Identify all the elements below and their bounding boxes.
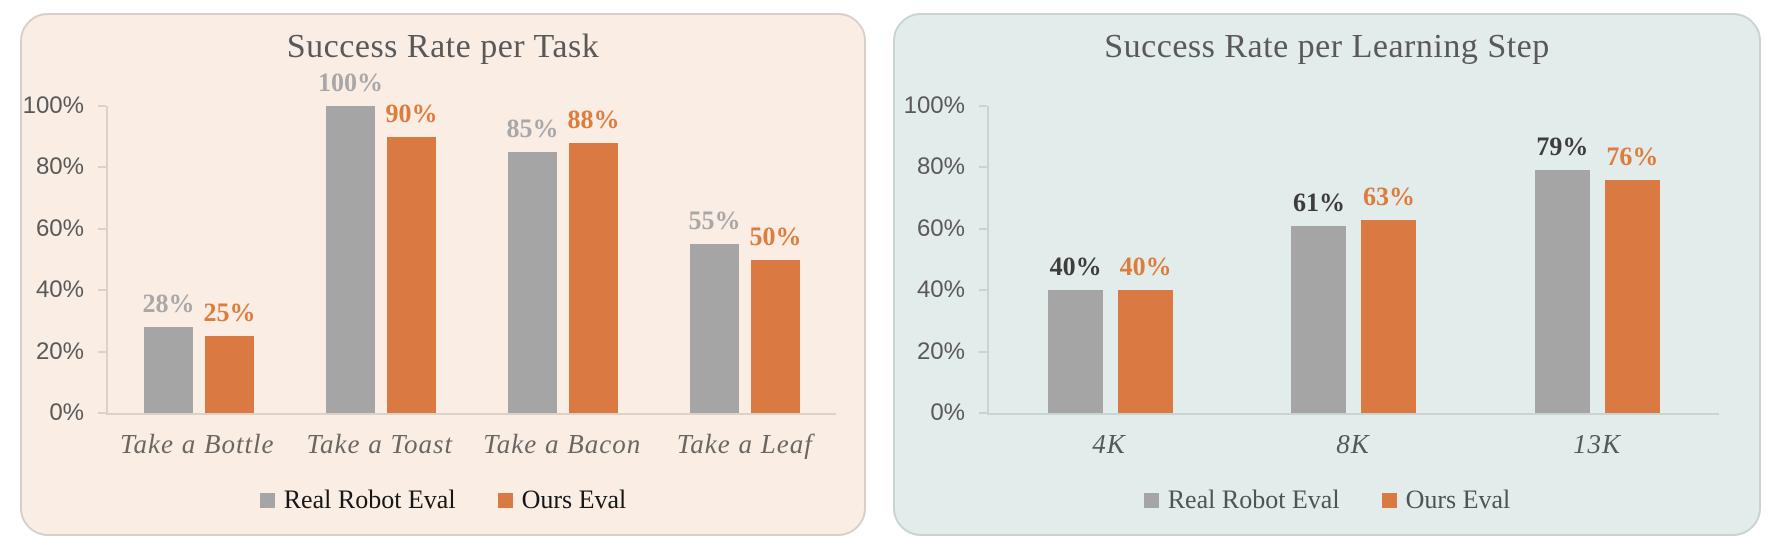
bar-value-label: 40%	[1119, 252, 1172, 282]
bar-value-label: 100%	[318, 68, 383, 97]
bar: 40%	[1118, 252, 1174, 413]
bar-group: 85% 88%	[507, 105, 620, 413]
category-label: 4K	[1092, 429, 1126, 459]
legend-swatch	[1143, 492, 1159, 508]
y-axis: 0% 20% 40% 60% 80% 100%	[895, 94, 987, 425]
chart-title: Success Rate per Task	[286, 28, 600, 65]
bar: 55%	[689, 206, 741, 413]
bar: 28%	[143, 289, 195, 413]
bar: 25%	[204, 298, 256, 413]
plot-area: 28% 25% 100% 90% 85% 88% 55% 50%	[98, 68, 836, 415]
bar: 79%	[1534, 132, 1590, 413]
legend-label: Real Robot Eval	[1167, 485, 1340, 514]
y-tick-label: 0%	[49, 399, 84, 426]
y-tick-mark	[98, 105, 106, 107]
category-label: Take a Bottle	[120, 429, 275, 459]
y-tick-mark	[979, 350, 987, 353]
y-tick-label: 80%	[916, 153, 965, 181]
bar-value-label: 63%	[1362, 181, 1415, 211]
legend: Real Robot Eval Ours Eval	[895, 485, 1759, 515]
bar-groups: 28% 25% 100% 90% 85% 88% 55% 50%	[108, 68, 836, 413]
y-tick-mark	[979, 289, 987, 292]
y-tick-label: 80%	[35, 153, 84, 181]
y-tick-label: 0%	[930, 399, 965, 426]
x-axis-labels: Take a Bottle Take a Toast Take a Bacon Tak…	[106, 427, 836, 461]
chart-title: Success Rate per Learning Step	[1104, 28, 1550, 65]
bar: 76%	[1604, 142, 1660, 413]
bar-value-label: 79%	[1536, 132, 1589, 162]
category-label: Take a Bacon	[483, 429, 642, 459]
bar: 90%	[386, 99, 438, 413]
bar-value-label: 61%	[1292, 187, 1345, 217]
y-tick-mark	[979, 227, 987, 230]
bar: 50%	[750, 222, 802, 413]
y-tick-label: 100%	[22, 92, 84, 119]
legend-swatch	[259, 492, 275, 508]
category-label: 13K	[1572, 429, 1621, 459]
bar-value-label: 85%	[506, 114, 559, 144]
legend-entry: Ours Eval	[497, 485, 627, 515]
legend-entry: Real Robot Eval	[1143, 485, 1340, 515]
bar-group: 100% 90%	[318, 68, 438, 413]
bar-value-label: 28%	[142, 289, 195, 319]
bar: 85%	[507, 114, 559, 413]
bar-group: 40% 40%	[1048, 252, 1174, 413]
bar: 40%	[1048, 252, 1104, 413]
legend-swatch	[497, 492, 513, 508]
y-axis: 0% 20% 40% 60% 80% 100%	[22, 94, 106, 425]
bar-groups: 40% 40% 61% 63% 79% 76%	[989, 106, 1719, 413]
bar-value-label: 25%	[203, 298, 256, 328]
legend-swatch	[1381, 492, 1397, 508]
y-tick-label: 20%	[35, 337, 84, 365]
legend-label: Ours Eval	[1405, 485, 1511, 514]
bar-value-label: 40%	[1049, 252, 1102, 282]
y-tick-label: 100%	[903, 92, 965, 119]
y-tick-label: 40%	[35, 276, 84, 304]
y-tick-mark	[98, 227, 106, 230]
category-label: Take a Leaf	[676, 429, 813, 459]
y-tick-mark	[98, 350, 106, 353]
y-tick-mark	[98, 166, 106, 169]
chart-area: 0% 20% 40% 60% 80% 100% 40% 40% 61% 63% 79% 76%	[895, 94, 1759, 425]
bar-group: 61% 63%	[1291, 182, 1417, 413]
category-label: Take a Toast	[306, 429, 454, 459]
bar-value-label: 50%	[749, 221, 802, 251]
plot-area: 40% 40% 61% 63% 79% 76%	[979, 105, 1719, 415]
chart-area: 0% 20% 40% 60% 80% 100% 28% 25% 100% 90% 85% 88% 55…	[22, 68, 864, 425]
y-tick-mark	[979, 105, 987, 107]
chart-panel-success-rate-per-task: Success Rate per Task 0% 20% 40% 60% 80% 100%…	[20, 13, 866, 536]
y-tick-mark	[98, 412, 106, 414]
bar: 100%	[318, 68, 383, 413]
y-tick-label: 60%	[35, 214, 84, 242]
y-tick-label: 20%	[916, 337, 965, 365]
bar: 63%	[1361, 182, 1417, 413]
bar-group: 28% 25%	[143, 289, 256, 413]
bar-value-label: 88%	[567, 104, 620, 134]
y-tick-label: 60%	[916, 214, 965, 242]
legend-label: Ours Eval	[521, 485, 627, 514]
x-axis-labels: 4K 8K 13K	[987, 427, 1719, 461]
legend-entry: Real Robot Eval	[259, 485, 456, 515]
legend-label: Real Robot Eval	[283, 485, 456, 514]
bar: 61%	[1291, 188, 1347, 413]
bar-group: 79% 76%	[1534, 132, 1660, 413]
legend: Real Robot Eval Ours Eval	[22, 485, 864, 515]
bar: 88%	[568, 105, 620, 413]
y-tick-label: 40%	[916, 276, 965, 304]
bar-value-label: 90%	[385, 98, 438, 128]
y-tick-mark	[979, 412, 987, 414]
bar-group: 55% 50%	[689, 206, 802, 413]
chart-panel-success-rate-per-learning-step: Success Rate per Learning Step 0% 20% 40% 6…	[893, 13, 1761, 536]
legend-entry: Ours Eval	[1381, 485, 1511, 515]
bar-value-label: 55%	[688, 206, 741, 236]
bar-value-label: 76%	[1606, 141, 1659, 171]
y-tick-mark	[979, 166, 987, 169]
y-tick-mark	[98, 289, 106, 292]
category-label: 8K	[1336, 429, 1370, 459]
